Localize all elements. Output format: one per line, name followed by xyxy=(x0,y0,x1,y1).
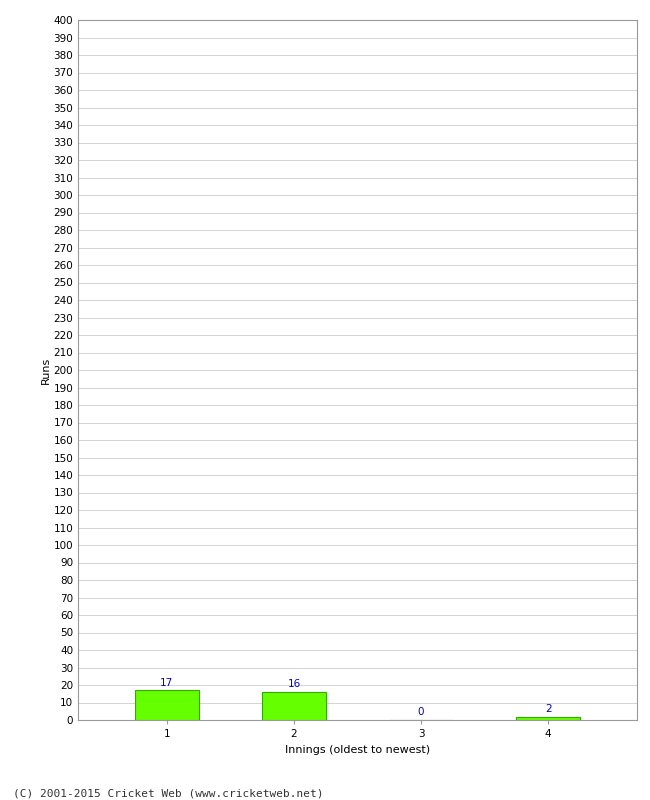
Text: 17: 17 xyxy=(161,678,174,688)
Y-axis label: Runs: Runs xyxy=(40,356,51,384)
Text: 2: 2 xyxy=(545,704,551,714)
X-axis label: Innings (oldest to newest): Innings (oldest to newest) xyxy=(285,745,430,754)
Text: 16: 16 xyxy=(287,679,300,690)
Text: 0: 0 xyxy=(418,707,424,718)
Bar xyxy=(262,692,326,720)
Bar xyxy=(516,717,580,720)
Text: (C) 2001-2015 Cricket Web (www.cricketweb.net): (C) 2001-2015 Cricket Web (www.cricketwe… xyxy=(13,788,324,798)
Bar xyxy=(135,690,199,720)
